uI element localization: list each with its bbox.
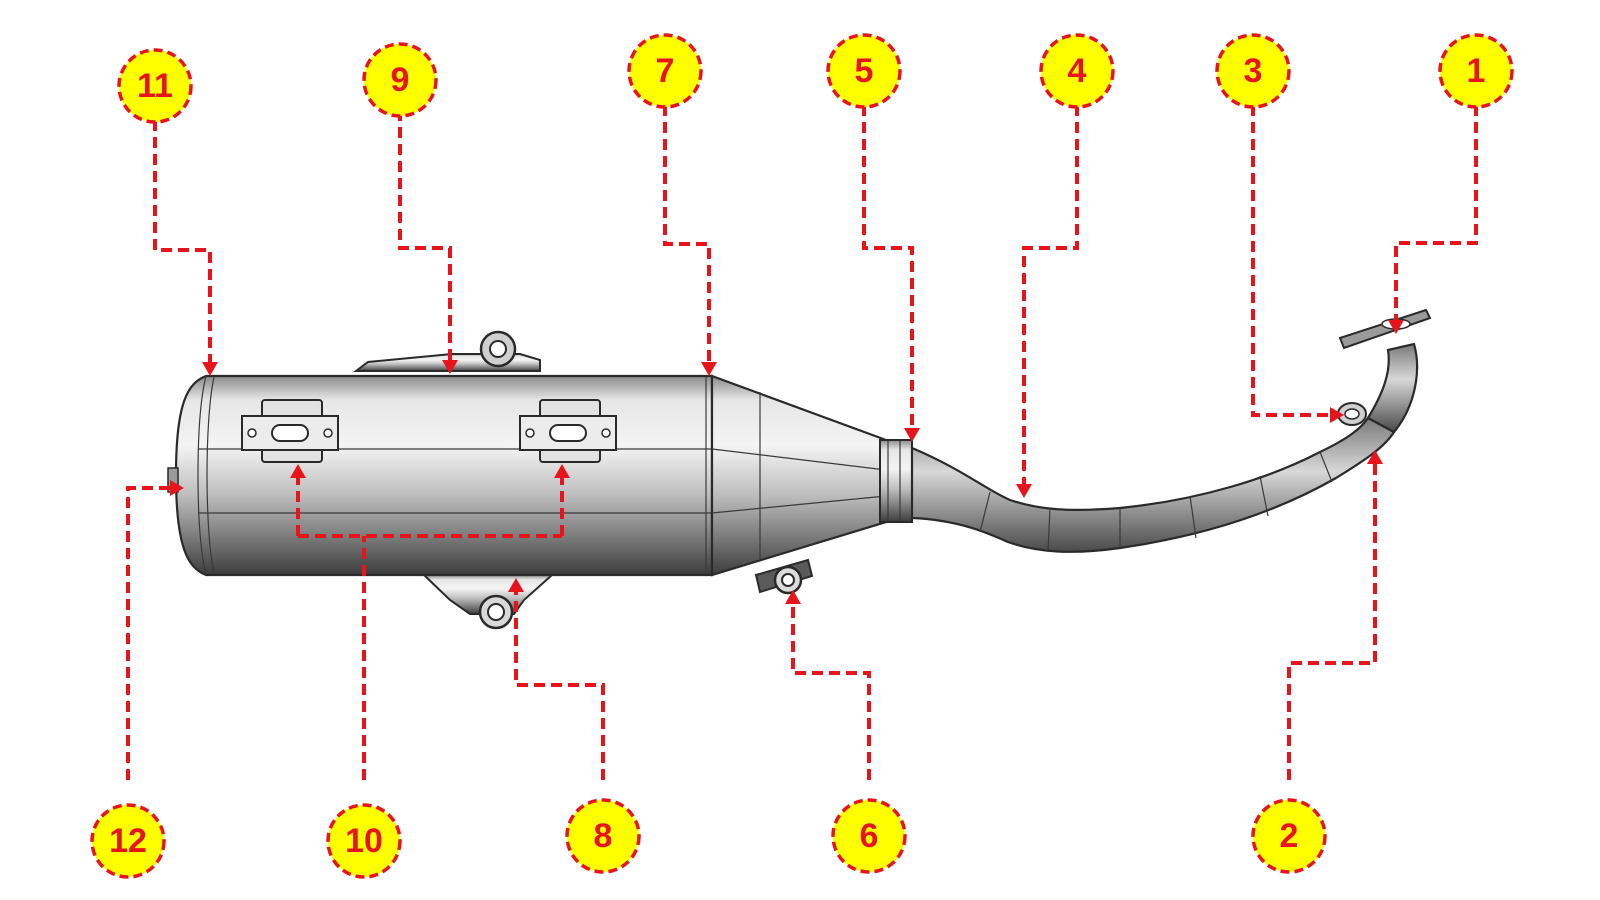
leader-lines bbox=[126, 105, 1478, 780]
arrowhead-2 bbox=[1367, 450, 1383, 464]
leader-5 bbox=[862, 105, 914, 430]
callout-badges: 1 2 3 4 5 6 7 bbox=[90, 33, 1514, 879]
leader-12 bbox=[126, 486, 172, 780]
arrowhead-9 bbox=[442, 360, 458, 374]
arrowhead-10a bbox=[290, 464, 306, 478]
callout-8: 8 bbox=[565, 798, 641, 874]
callout-6: 6 bbox=[831, 798, 907, 874]
header-bend bbox=[1366, 342, 1419, 434]
leader-3 bbox=[1251, 105, 1332, 417]
callout-10: 10 bbox=[326, 803, 402, 879]
arrow-heads bbox=[170, 320, 1404, 604]
callout-3-number: 3 bbox=[1244, 52, 1263, 90]
arrowhead-3 bbox=[1330, 407, 1344, 423]
callout-2: 2 bbox=[1251, 798, 1327, 874]
callout-11: 11 bbox=[117, 48, 193, 124]
arrowhead-4 bbox=[1016, 484, 1032, 498]
cone-section bbox=[710, 374, 888, 577]
header-pipe bbox=[910, 416, 1396, 553]
callout-6-number: 6 bbox=[860, 817, 879, 855]
arrowhead-8 bbox=[508, 578, 524, 592]
callout-12: 12 bbox=[90, 803, 166, 879]
callout-1: 1 bbox=[1438, 33, 1514, 109]
callout-5-number: 5 bbox=[855, 52, 874, 90]
callout-9-number: 9 bbox=[391, 61, 410, 99]
leader-9 bbox=[398, 110, 452, 362]
callout-10-number: 10 bbox=[345, 822, 383, 860]
callout-4: 4 bbox=[1039, 33, 1115, 109]
arrowhead-5 bbox=[904, 428, 920, 442]
arrowhead-7 bbox=[701, 362, 717, 376]
callout-8-number: 8 bbox=[594, 817, 613, 855]
leader-1 bbox=[1394, 105, 1478, 320]
arrowhead-1 bbox=[1388, 320, 1404, 334]
silencer-canister bbox=[174, 374, 714, 577]
exhaust-flange bbox=[1338, 308, 1432, 350]
arrowhead-11 bbox=[202, 362, 218, 376]
leader-7 bbox=[663, 105, 711, 364]
leader-8 bbox=[514, 590, 605, 780]
callout-5: 5 bbox=[826, 33, 902, 109]
leader-2 bbox=[1287, 462, 1377, 780]
callout-11-number: 11 bbox=[137, 67, 173, 105]
callout-12-number: 12 bbox=[109, 822, 147, 860]
callout-2-number: 2 bbox=[1280, 817, 1299, 855]
leader-4 bbox=[1022, 105, 1079, 486]
leader-11 bbox=[153, 120, 212, 364]
side-tab-right bbox=[519, 399, 617, 463]
callout-7-number: 7 bbox=[656, 52, 675, 90]
side-tab-left bbox=[241, 399, 339, 463]
arrowhead-10b bbox=[554, 464, 570, 478]
arrowhead-6 bbox=[785, 590, 801, 604]
arrowhead-12 bbox=[170, 480, 184, 496]
callout-7: 7 bbox=[627, 33, 703, 109]
collar-ring bbox=[879, 439, 913, 523]
leader-10 bbox=[296, 476, 564, 780]
leader-6 bbox=[791, 602, 871, 780]
callout-4-number: 4 bbox=[1068, 52, 1087, 90]
callout-9: 9 bbox=[362, 42, 438, 118]
callout-3: 3 bbox=[1215, 33, 1291, 109]
exhaust-body bbox=[167, 308, 1432, 630]
callout-1-number: 1 bbox=[1467, 52, 1486, 90]
